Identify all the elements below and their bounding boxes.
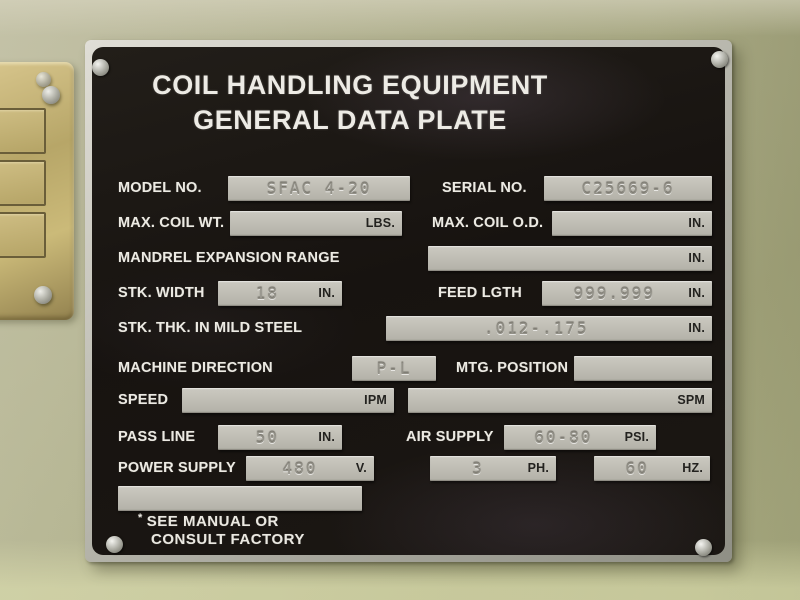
model-no-field-value: SFAC 4-20	[266, 178, 372, 198]
power-supply-phase-field-value: 3	[471, 458, 484, 478]
mandrel-expansion-range-field-unit: IN.	[688, 251, 705, 265]
row-stk-width-feed-lgth: STK. WIDTH 18 IN. FEED LGTH 999.999 IN.	[118, 280, 712, 306]
model-no-label: MODEL NO.	[118, 180, 202, 196]
speed-ipm-field: IPM	[182, 387, 394, 413]
mandrel-expansion-range-label: MANDREL EXPANSION RANGE	[118, 250, 340, 266]
air-supply-label: AIR SUPPLY	[406, 429, 494, 445]
brass-tag-slot	[0, 108, 46, 154]
stk-thk-mild-steel-field-value: .012-.175	[483, 318, 589, 338]
row-stk-thk: STK. THK. IN MILD STEEL .012-.175 IN.	[118, 315, 712, 341]
serial-no-field: C25669-6	[544, 175, 712, 201]
feed-lgth-field-unit: IN.	[688, 286, 705, 300]
stk-width-field-value: 18	[255, 283, 279, 303]
stk-thk-mild-steel-label: STK. THK. IN MILD STEEL	[118, 320, 303, 336]
air-supply-field-value: 60-80	[534, 427, 593, 447]
row-power-supply: POWER SUPPLY 480 V. 3 PH. 60 HZ.	[118, 455, 710, 481]
power-supply-hertz-field: 60 HZ.	[594, 455, 710, 481]
speed-ipm-field-unit: IPM	[364, 393, 387, 407]
power-supply-hertz-field-value: 60	[625, 458, 649, 478]
screw-icon	[34, 286, 52, 304]
brass-tag-slot	[0, 212, 46, 258]
plate-face: COIL HANDLING EQUIPMENT GENERAL DATA PLA…	[92, 47, 725, 555]
stk-width-label: STK. WIDTH	[118, 285, 205, 301]
stk-width-field-unit: IN.	[318, 286, 335, 300]
screw-icon	[106, 536, 123, 553]
air-supply-field-unit: PSI.	[624, 430, 649, 444]
screw-icon	[711, 51, 728, 68]
footnote-line1: SEE MANUAL OR	[146, 513, 279, 530]
plate-footnote: * SEE MANUAL OR CONSULT FACTORY	[138, 509, 305, 549]
plate-title-line2: GENERAL DATA PLATE	[193, 105, 507, 135]
row-max-coil: MAX. COIL WT. LBS. MAX. COIL O.D. IN.	[118, 210, 712, 236]
stk-thk-mild-steel-field-unit: IN.	[688, 321, 705, 335]
footnote-line2: CONSULT FACTORY	[151, 531, 305, 548]
serial-no-field-value: C25669-6	[581, 178, 675, 198]
power-supply-phase-field: 3 PH.	[430, 455, 556, 481]
extra-blank-field	[118, 485, 362, 511]
screw-icon	[42, 86, 60, 104]
power-supply-volts-field-unit: V.	[355, 461, 367, 475]
speed-spm-field-unit: SPM	[677, 393, 705, 407]
mandrel-expansion-range-field: IN.	[428, 245, 712, 271]
asterisk-icon: *	[138, 512, 143, 524]
speed-label: SPEED	[118, 392, 169, 408]
row-pass-line-air-supply: PASS LINE 50 IN. AIR SUPPLY 60-80 PSI.	[118, 424, 656, 450]
speed-spm-field: SPM	[408, 387, 712, 413]
max-coil-wt-label: MAX. COIL WT.	[118, 215, 225, 231]
air-supply-field: 60-80 PSI.	[504, 424, 656, 450]
row-direction-position: MACHINE DIRECTION P-L MTG. POSITION	[118, 355, 712, 381]
plate-title-line1: COIL HANDLING EQUIPMENT	[152, 70, 548, 100]
max-coil-od-field-unit: IN.	[688, 216, 705, 230]
mtg-position-field	[574, 355, 712, 381]
power-supply-label: POWER SUPPLY	[118, 460, 236, 476]
pass-line-field: 50 IN.	[218, 424, 342, 450]
serial-no-label: SERIAL NO.	[442, 180, 527, 196]
pass-line-field-unit: IN.	[318, 430, 335, 444]
model-no-field: SFAC 4-20	[228, 175, 410, 201]
machine-direction-label: MACHINE DIRECTION	[118, 360, 273, 376]
machine-direction-field-value: P-L	[376, 358, 412, 378]
stk-thk-mild-steel-field: .012-.175 IN.	[386, 315, 712, 341]
power-supply-phase-field-unit: PH.	[527, 461, 549, 475]
pass-line-label: PASS LINE	[118, 429, 196, 445]
machine-direction-field: P-L	[352, 355, 436, 381]
stk-width-field: 18 IN.	[218, 280, 342, 306]
brass-side-tag	[0, 62, 74, 320]
mtg-position-label: MTG. POSITION	[456, 360, 569, 376]
feed-lgth-field: 999.999 IN.	[542, 280, 712, 306]
row-speed: SPEED IPM SPM	[118, 387, 712, 413]
power-supply-hertz-field-unit: HZ.	[682, 461, 703, 475]
plate-title: COIL HANDLING EQUIPMENT GENERAL DATA PLA…	[92, 68, 608, 138]
power-supply-volts-field-value: 480	[282, 458, 318, 478]
screw-icon	[695, 539, 712, 556]
max-coil-od-label: MAX. COIL O.D.	[432, 215, 544, 231]
power-supply-volts-field: 480 V.	[246, 455, 374, 481]
feed-lgth-field-value: 999.999	[573, 283, 655, 303]
row-mandrel-expansion: MANDREL EXPANSION RANGE IN.	[118, 245, 712, 271]
general-data-plate: COIL HANDLING EQUIPMENT GENERAL DATA PLA…	[85, 40, 732, 562]
brass-tag-slot	[0, 160, 46, 206]
screw-icon	[36, 72, 51, 87]
pass-line-field-value: 50	[255, 427, 279, 447]
max-coil-od-field: IN.	[552, 210, 712, 236]
feed-lgth-label: FEED LGTH	[438, 285, 522, 301]
max-coil-wt-field: LBS.	[230, 210, 402, 236]
screw-icon	[92, 59, 109, 76]
max-coil-wt-field-unit: LBS.	[365, 216, 395, 230]
row-model-serial: MODEL NO. SFAC 4-20 SERIAL NO. C25669-6	[118, 175, 712, 201]
row-extra-blank	[118, 485, 362, 511]
